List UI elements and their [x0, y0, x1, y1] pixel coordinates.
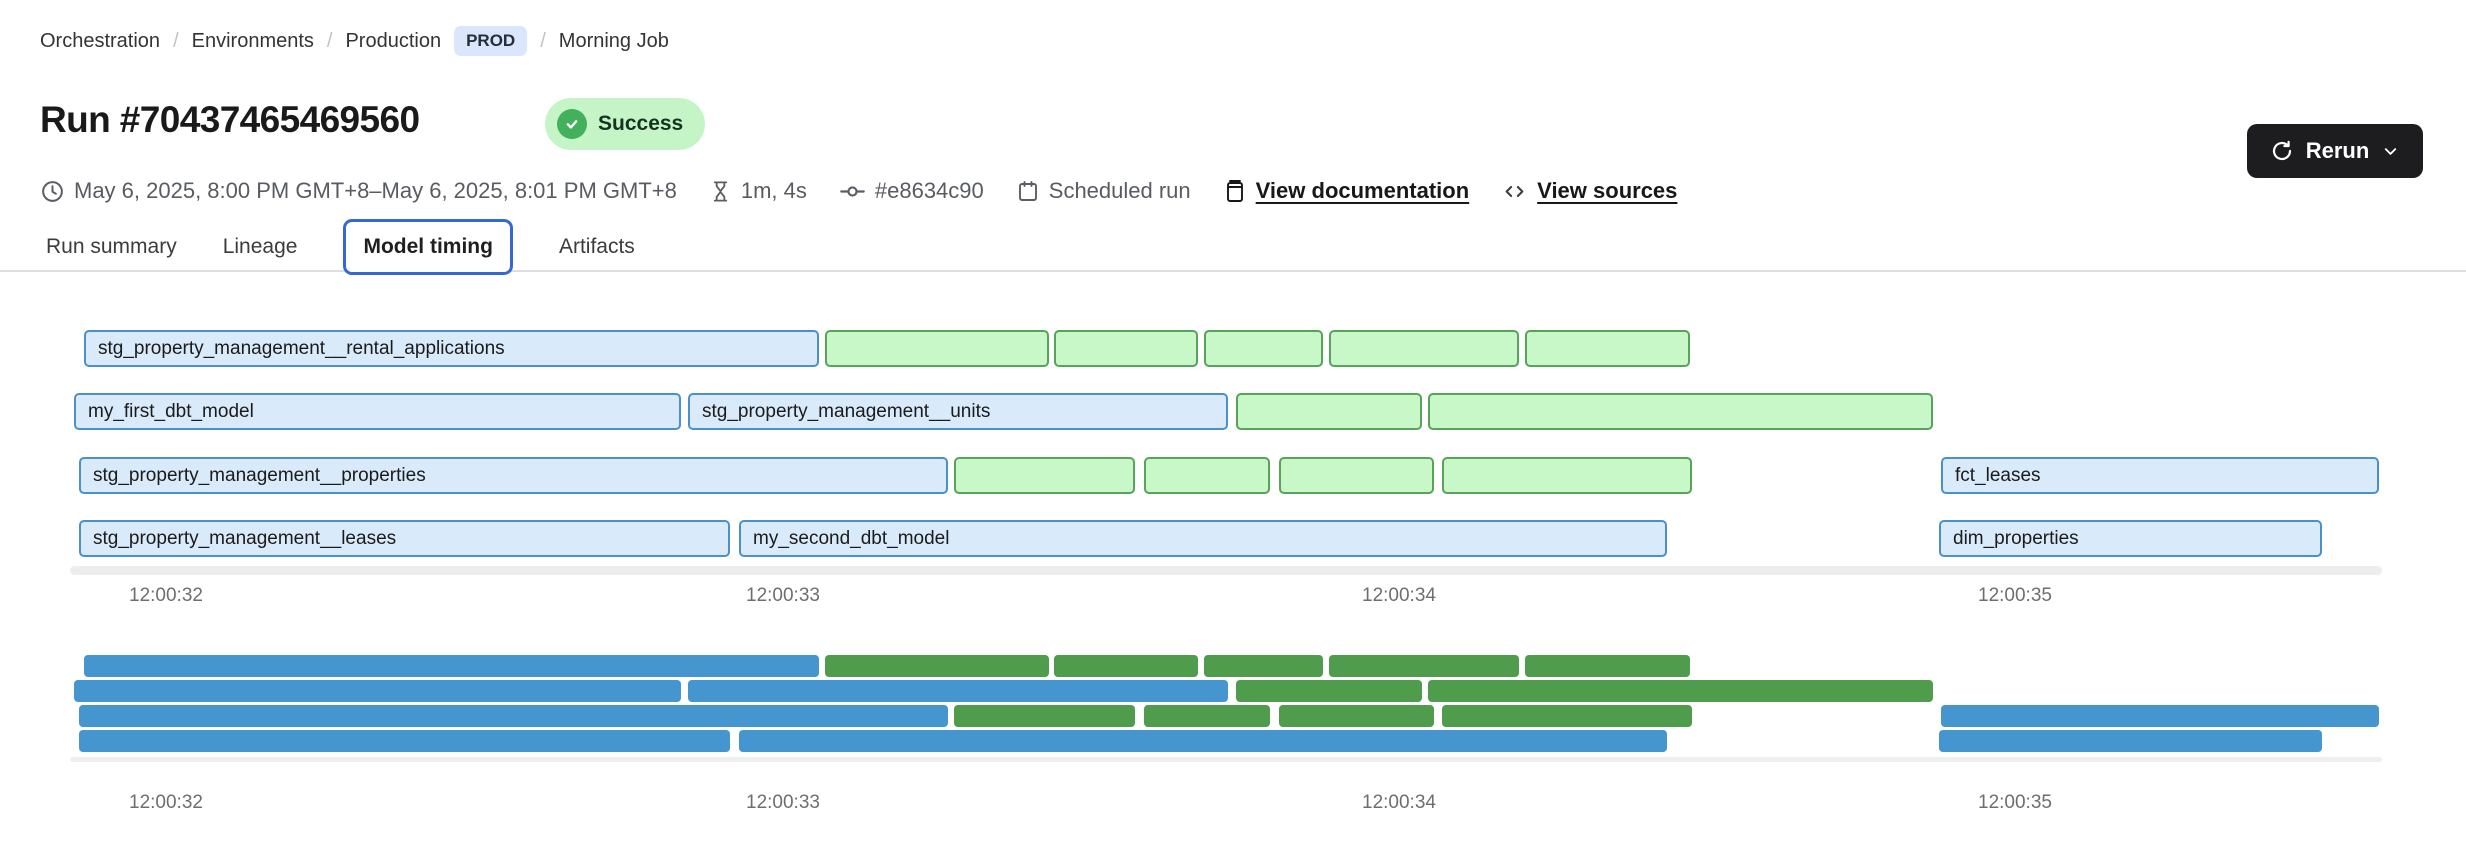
- gantt-bar[interactable]: [1329, 330, 1519, 367]
- view-sources-text[interactable]: View sources: [1537, 178, 1678, 203]
- code-icon: [1505, 185, 1524, 197]
- tab-bar: Run summary Lineage Model timing Artifac…: [46, 219, 635, 275]
- axis-tick: 12:00:35: [1978, 792, 2052, 813]
- axis-tick: 12:00:32: [129, 792, 203, 813]
- view-sources-link[interactable]: View sources: [1501, 178, 1677, 205]
- breadcrumb-morning-job[interactable]: Morning Job: [558, 29, 669, 52]
- tab-run-summary[interactable]: Run summary: [46, 235, 177, 258]
- breadcrumb-separator: /: [326, 29, 333, 52]
- gantt-bar[interactable]: stg_property_management__rental_applicat…: [84, 330, 819, 367]
- run-meta-row: May 6, 2025, 8:00 PM GMT+8–May 6, 2025, …: [40, 176, 1677, 206]
- axis-tick: 12:00:35: [1978, 585, 2052, 606]
- commit-ref-text: #e8634c90: [874, 178, 984, 203]
- gantt-bar[interactable]: dim_properties: [1939, 520, 2322, 557]
- chevron-down-icon: [2381, 142, 2400, 161]
- run-trigger-text: Scheduled run: [1048, 178, 1191, 203]
- axis-tick: 12:00:34: [1362, 585, 1436, 606]
- rerun-label: Rerun: [2305, 138, 2370, 163]
- minimap-bar: [739, 730, 1667, 752]
- minimap-bar: [825, 655, 1049, 677]
- gantt-bar[interactable]: [1525, 330, 1690, 367]
- commit-ref: #e8634c90: [839, 178, 984, 205]
- gantt-bar[interactable]: [954, 457, 1135, 494]
- gantt-bar-label: fct_leases: [1955, 464, 2041, 486]
- minimap-bar: [79, 730, 730, 752]
- minimap-bar: [84, 655, 819, 677]
- gantt-bar[interactable]: [1428, 393, 1933, 430]
- tab-divider: [0, 270, 2466, 272]
- minimap-bar: [1939, 730, 2322, 752]
- gantt-bar[interactable]: [1279, 457, 1434, 494]
- minimap-bar: [1525, 655, 1690, 677]
- gantt-bar-label: stg_property_management__leases: [93, 527, 397, 549]
- breadcrumb-separator: /: [540, 29, 546, 52]
- run-time-range: May 6, 2025, 8:00 PM GMT+8–May 6, 2025, …: [40, 178, 677, 204]
- gantt-bar-label: my_first_dbt_model: [88, 400, 254, 422]
- run-time-range-text: May 6, 2025, 8:00 PM GMT+8–May 6, 2025, …: [74, 178, 677, 203]
- axis-tick: 12:00:32: [129, 585, 203, 606]
- minimap-bar: [1144, 705, 1270, 727]
- minimap-bar: [1428, 680, 1933, 702]
- breadcrumb-orchestration[interactable]: Orchestration: [40, 29, 161, 52]
- minimap-bar: [1442, 705, 1692, 727]
- minimap-bar: [1329, 655, 1519, 677]
- gantt-bar[interactable]: [1144, 457, 1270, 494]
- minimap-bar: [79, 705, 948, 727]
- tab-lineage[interactable]: Lineage: [222, 235, 298, 258]
- page-title: Run #70437465469560: [40, 99, 420, 140]
- minimap-bar: [74, 680, 681, 702]
- minimap-bar: [1236, 680, 1422, 702]
- gantt-bar[interactable]: [1236, 393, 1422, 430]
- gantt-bar[interactable]: stg_property_management__units: [688, 393, 1228, 430]
- rerun-button[interactable]: Rerun: [2247, 124, 2423, 178]
- refresh-icon: [2270, 139, 2294, 163]
- gantt-bar[interactable]: stg_property_management__leases: [79, 520, 730, 557]
- hourglass-icon: [713, 180, 728, 202]
- check-icon: [557, 109, 587, 139]
- clock-icon: [42, 180, 63, 202]
- breadcrumb-separator: /: [173, 29, 179, 52]
- horizontal-scrollbar[interactable]: [70, 566, 2382, 575]
- tab-artifacts[interactable]: Artifacts: [558, 235, 635, 258]
- minimap-bar: [1279, 705, 1434, 727]
- gantt-bar[interactable]: [1204, 330, 1323, 367]
- gantt-bar-label: my_second_dbt_model: [753, 527, 950, 549]
- view-documentation-link[interactable]: View documentation: [1223, 178, 1470, 204]
- gantt-bar[interactable]: stg_property_management__properties: [79, 457, 948, 494]
- gantt-bar-label: dim_properties: [1953, 527, 2079, 549]
- axis-tick: 12:00:33: [746, 792, 820, 813]
- calendar-icon: [1018, 181, 1037, 201]
- status-text: Success: [598, 112, 684, 135]
- status-badge: Success: [545, 98, 706, 150]
- run-duration: 1m, 4s: [709, 178, 807, 204]
- gantt-bar[interactable]: fct_leases: [1941, 457, 2379, 494]
- breadcrumb: Orchestration / Environments / Productio…: [40, 26, 669, 56]
- breadcrumb-production[interactable]: Production: [345, 29, 442, 52]
- gantt-bar[interactable]: [825, 330, 1049, 367]
- gantt-bar-label: stg_property_management__rental_applicat…: [98, 337, 505, 359]
- run-trigger: Scheduled run: [1016, 178, 1191, 204]
- tab-model-timing[interactable]: Model timing: [343, 219, 513, 275]
- gantt-bar[interactable]: [1442, 457, 1692, 494]
- minimap-bar: [688, 680, 1228, 702]
- gantt-bar-label: stg_property_management__units: [702, 400, 991, 422]
- minimap-bar: [954, 705, 1135, 727]
- axis-tick: 12:00:33: [746, 585, 820, 606]
- axis-tick: 12:00:34: [1362, 792, 1436, 813]
- documentation-icon: [1226, 180, 1243, 202]
- environment-badge: PROD: [454, 26, 528, 56]
- minimap-divider: [70, 757, 2382, 762]
- gantt-bar-label: stg_property_management__properties: [93, 464, 426, 486]
- minimap-bar: [1054, 655, 1198, 677]
- gantt-bar[interactable]: [1054, 330, 1198, 367]
- gantt-bar[interactable]: my_first_dbt_model: [74, 393, 681, 430]
- gantt-bar[interactable]: my_second_dbt_model: [739, 520, 1667, 557]
- run-duration-text: 1m, 4s: [740, 178, 807, 203]
- commit-icon: [840, 185, 865, 197]
- breadcrumb-environments[interactable]: Environments: [191, 29, 314, 52]
- minimap-bar: [1941, 705, 2379, 727]
- minimap-bar: [1204, 655, 1323, 677]
- view-documentation-text[interactable]: View documentation: [1255, 178, 1470, 203]
